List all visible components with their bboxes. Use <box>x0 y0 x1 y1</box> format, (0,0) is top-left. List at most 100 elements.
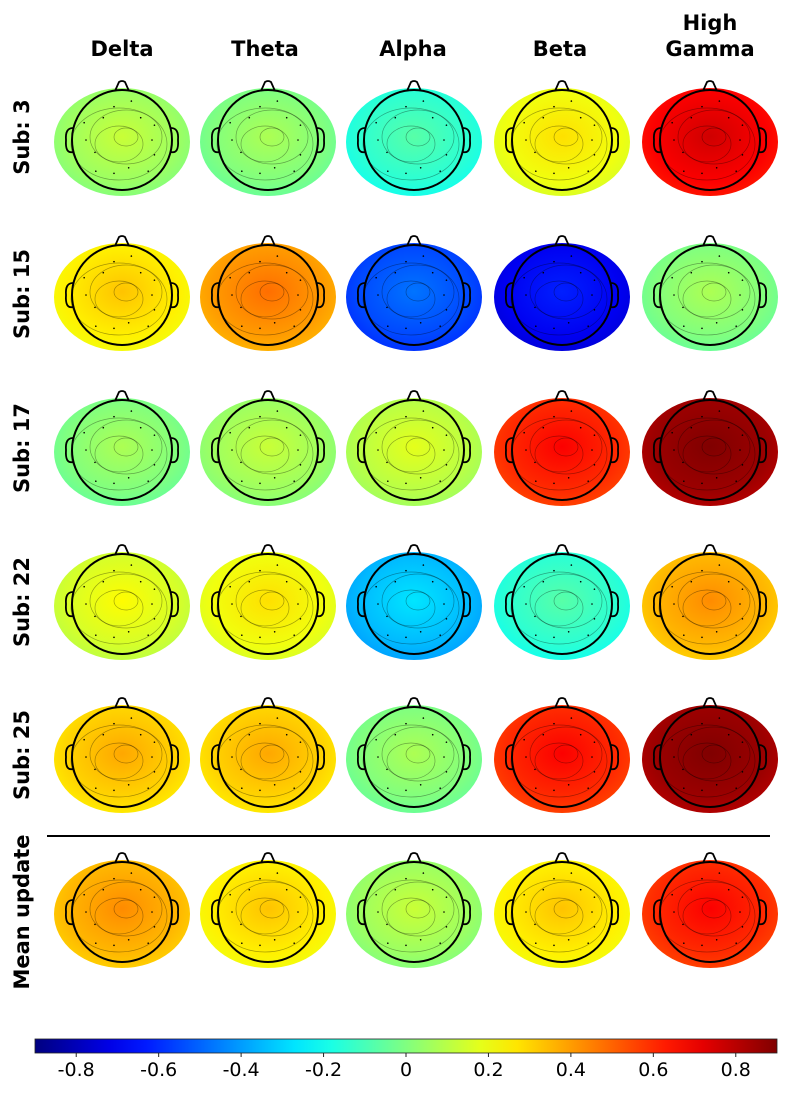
contour-line <box>240 435 290 473</box>
topomap <box>54 852 190 968</box>
electrode-dot <box>293 480 295 482</box>
electrode-dot <box>147 480 149 482</box>
electrode-dot <box>579 733 582 736</box>
electrode-dot <box>405 789 407 792</box>
electrode-dot <box>259 722 261 725</box>
contour-line <box>658 417 756 491</box>
contour-line <box>534 435 584 473</box>
electrode-dot <box>419 783 422 786</box>
electrode-dot <box>553 415 555 418</box>
electrode-dot <box>153 588 156 590</box>
contour-line <box>259 282 285 302</box>
contour-line <box>70 107 168 181</box>
electrode-dot <box>405 327 407 330</box>
topomap <box>642 80 778 196</box>
contour-line <box>216 107 314 181</box>
electrode-dot <box>553 482 555 485</box>
contour-line <box>89 419 163 475</box>
electrode-dot <box>113 260 115 263</box>
electrode-dot <box>299 771 302 773</box>
left-ear-outline <box>504 899 514 926</box>
electrode-dot <box>535 787 537 789</box>
right-ear-outline <box>462 591 472 618</box>
electrode-dot <box>567 630 570 633</box>
electrode-dot <box>299 124 302 126</box>
electrode-dot <box>422 410 425 412</box>
contour-line <box>682 589 732 627</box>
electrode-dot <box>735 942 737 944</box>
contour-line <box>405 591 431 611</box>
left-ear-outline <box>356 282 366 309</box>
right-ear-outline <box>758 437 768 464</box>
left-ear-outline <box>356 437 366 464</box>
electrode-dot <box>553 569 555 572</box>
contour-line <box>94 742 144 780</box>
electrode-dot <box>741 588 744 590</box>
column-header-gamma: Gamma <box>665 37 755 61</box>
electrode-dot <box>127 938 130 941</box>
electrode-dot <box>671 121 673 124</box>
contour-line <box>529 881 603 937</box>
topomap-field <box>642 552 778 660</box>
electrode-dot <box>718 872 721 874</box>
electrode-dot <box>735 634 737 636</box>
electrode-dot <box>701 105 703 108</box>
nose-outline <box>702 80 718 92</box>
left-ear-outline <box>64 744 74 771</box>
head-outline <box>511 706 613 808</box>
head-outline <box>659 89 761 191</box>
electrode-dot <box>405 944 407 947</box>
electrode-dot <box>673 756 675 758</box>
electrode-dot <box>715 630 718 633</box>
topomap <box>346 390 482 506</box>
topomap-field <box>54 860 190 968</box>
nose-outline <box>554 80 570 92</box>
electrode-dot <box>248 733 251 736</box>
electrode-dot <box>83 431 85 434</box>
electrode-dot <box>683 170 685 172</box>
contour-line <box>70 417 168 491</box>
topomap-field <box>346 398 482 506</box>
electrode-dot <box>259 636 261 639</box>
right-ear-outline <box>462 127 472 154</box>
electrode-dot <box>673 603 675 605</box>
electrode-dot <box>273 938 276 941</box>
topomap-field <box>494 88 630 196</box>
electrode-dot <box>394 733 397 736</box>
topomap <box>494 852 630 968</box>
electrode-dot <box>523 276 525 279</box>
electrode-dot <box>701 944 703 947</box>
electrode-dot <box>95 170 97 172</box>
electrode-dot <box>94 615 96 618</box>
contour-line <box>534 125 584 163</box>
contour-line <box>529 419 603 475</box>
contour-line <box>701 899 727 919</box>
right-ear-outline <box>316 899 326 926</box>
column-header-delta: Delta <box>90 37 154 61</box>
topomap-field <box>642 398 778 506</box>
topomap <box>642 852 778 968</box>
topomap <box>346 235 482 351</box>
electrode-dot <box>241 787 243 789</box>
contour-line <box>405 899 431 919</box>
electrode-dot <box>377 911 379 913</box>
electrode-dot <box>405 105 407 108</box>
contour-line <box>553 899 579 919</box>
right-ear-outline <box>170 437 180 464</box>
electrode-dot <box>445 464 448 466</box>
electrode-dot <box>727 271 730 274</box>
electrode-dot <box>439 634 441 636</box>
electrode-dot <box>293 170 295 172</box>
electrode-dot <box>727 733 730 736</box>
electrode-dot <box>682 151 684 154</box>
head-outline <box>363 861 465 963</box>
contour-line <box>70 879 168 953</box>
electrode-dot <box>443 603 445 605</box>
contour-line <box>529 726 603 782</box>
topomap-field <box>200 552 336 660</box>
electrode-dot <box>83 121 85 124</box>
contour-line <box>553 437 579 457</box>
electrode-dot <box>525 139 527 141</box>
nose-outline <box>260 235 276 247</box>
electrode-dot <box>95 634 97 636</box>
